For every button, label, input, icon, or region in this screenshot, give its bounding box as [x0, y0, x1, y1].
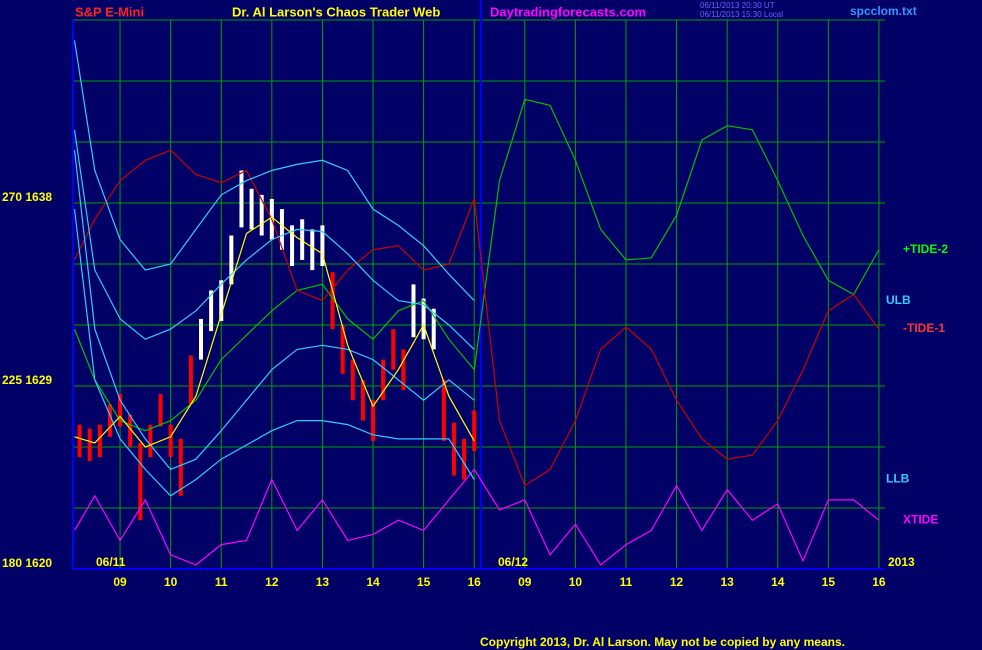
x-tick-label: 14: [771, 575, 785, 589]
timestamp: 06/11/2013 15:30 Local: [700, 10, 783, 19]
series-line: [73, 150, 475, 471]
date-label: 06/12: [498, 555, 528, 569]
grid: [72, 0, 885, 570]
y-tick-label: 180 1620: [2, 556, 52, 570]
y-tick-label: 225 1629: [2, 373, 52, 387]
chart-title: Dr. Al Larson's Chaos Trader Web: [232, 4, 440, 19]
date-label: 2013: [888, 555, 915, 569]
series-label: -TIDE-1: [903, 321, 945, 335]
series-label: LLB: [886, 472, 910, 486]
x-tick-label: 11: [620, 575, 633, 589]
x-tick-label: 12: [670, 575, 684, 589]
y-tick-label: 270 1638: [2, 190, 52, 204]
x-tick-label: 13: [720, 575, 734, 589]
series-line: [73, 209, 475, 497]
site: Daytradingforecasts.com: [490, 4, 646, 19]
series-line: [73, 129, 475, 350]
x-tick-label: 12: [265, 575, 279, 589]
series-label: ULB: [886, 293, 911, 307]
x-tick-label: 10: [164, 575, 178, 589]
plot: [73, 40, 880, 566]
x-tick-label: 16: [872, 575, 886, 589]
series-line: [73, 149, 880, 487]
date-label: 06/11: [96, 555, 126, 569]
x-tick-label: 09: [518, 575, 532, 589]
file-name: spcclom.txt: [850, 4, 917, 18]
labels: 09 10 11 12 13 14 15 16 09 10 11 12 13 14 15 16 180 1620…: [2, 190, 948, 589]
x-tick-label: 10: [569, 575, 583, 589]
x-tick-label: 11: [215, 575, 228, 589]
series-label: +TIDE-2: [903, 242, 948, 256]
copyright: Copyright 2013, Dr. Al Larson. May not b…: [480, 635, 845, 649]
series-label: XTIDE: [903, 512, 938, 526]
x-tick-label: 09: [113, 575, 127, 589]
x-tick-label: 13: [316, 575, 330, 589]
x-tick-label: 14: [366, 575, 380, 589]
x-tick-label: 15: [417, 575, 431, 589]
series-line: [73, 40, 475, 302]
symbol: S&P E-Mini: [75, 4, 144, 19]
x-tick-label: 15: [822, 575, 836, 589]
series-line: [73, 98, 880, 432]
x-tick-label: 16: [468, 575, 482, 589]
series-line: [74, 216, 475, 448]
series-line: [73, 468, 880, 566]
timestamp: 06/11/2013 20:30 UT: [700, 1, 775, 10]
